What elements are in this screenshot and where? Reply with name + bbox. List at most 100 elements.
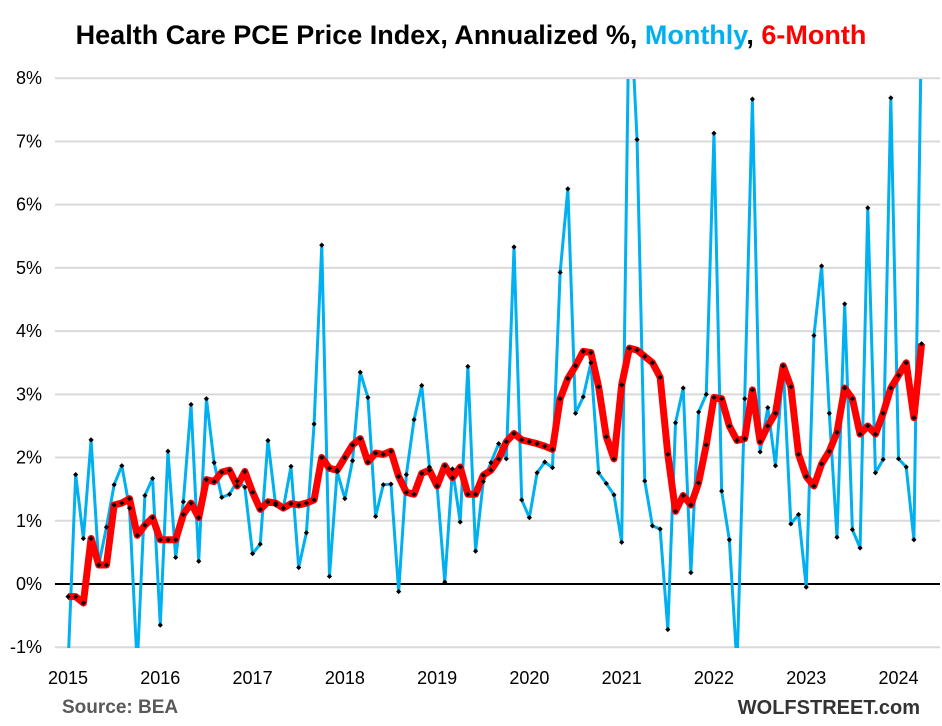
data-point-monthly [457,519,463,525]
series-line-six-month [68,343,926,607]
title-monthly: Monthly [644,20,747,50]
data-point-six-month [580,348,586,354]
data-point-monthly [911,537,917,543]
x-tick-label: 2022 [694,668,734,688]
data-point-six-month [842,385,848,391]
data-point-six-month [111,502,117,508]
data-point-monthly [888,95,894,101]
data-point-monthly [519,497,525,503]
data-point-six-month [319,454,325,461]
data-point-monthly [726,537,732,543]
data-point-six-month [795,451,802,457]
data-point-six-month [119,500,125,506]
data-point-six-month [772,410,779,416]
data-point-monthly [157,622,163,628]
x-axis-labels: 2015 2016 2017 2018 2019 2020 2021 2022 2023 2024 [48,668,919,688]
data-point-monthly [596,470,602,476]
data-point-monthly [795,511,802,518]
data-point-six-month [103,562,110,568]
data-point-monthly [765,405,771,411]
data-point-monthly [388,481,394,487]
data-point-six-month [903,360,909,366]
data-point-monthly [496,441,502,447]
data-point-six-month [365,459,371,465]
data-point-monthly [865,205,871,211]
data-point-six-month [688,502,694,508]
x-tick-label: 2017 [233,668,273,688]
y-tick-label: 3% [16,384,42,404]
data-point-monthly [226,491,233,497]
chart-title: Health Care PCE Price Index, Annualized … [0,20,942,51]
data-point-monthly [80,535,86,542]
data-point-monthly [311,421,317,427]
x-tick-label: 2015 [48,668,88,688]
data-point-six-month [849,396,855,402]
data-point-monthly [88,437,94,443]
data-point-six-month [680,492,686,499]
data-point-six-month [549,446,556,452]
data-point-monthly [772,463,779,469]
data-point-six-month [180,511,186,518]
data-point-six-month [611,456,617,462]
data-point-monthly [126,505,133,511]
data-point-monthly [895,456,902,462]
data-point-monthly [542,459,548,465]
data-point-six-month [526,439,532,445]
data-point-six-month [326,465,333,471]
data-point-six-month [342,454,348,461]
data-point-six-month [726,423,732,429]
data-point-monthly [357,369,363,375]
x-tick-label: 2024 [878,668,918,688]
data-point-six-month [65,594,71,600]
data-point-monthly [619,539,625,545]
data-point-monthly [511,244,517,250]
data-point-six-month [472,491,479,497]
data-point-six-month [872,431,879,437]
data-point-monthly [849,527,855,533]
data-point-monthly [196,558,202,564]
data-point-six-month [434,483,440,489]
data-point-six-month [173,537,179,543]
data-point-six-month [242,468,248,475]
data-point-monthly [488,460,494,466]
data-point-six-month [649,360,656,366]
data-point-six-month [488,467,494,473]
title-six-month: 6-Month [761,20,867,50]
y-tick-label: 0% [16,574,42,594]
data-point-six-month [157,537,163,543]
data-point-six-month [457,464,463,470]
data-point-monthly [411,417,417,423]
data-point-monthly [680,385,686,391]
data-point-monthly [188,401,194,408]
data-point-six-month [672,508,679,514]
data-point-six-month [811,483,817,489]
data-point-monthly [665,626,671,633]
data-point-six-month [742,435,748,442]
data-point-monthly [472,548,479,554]
data-point-six-month [757,439,763,445]
data-point-monthly [265,437,271,444]
series-group [65,79,926,648]
data-point-monthly [565,186,571,192]
data-point-monthly [834,534,840,540]
data-point-six-month [880,410,886,416]
data-point-monthly [303,530,309,536]
data-point-six-month [480,472,486,478]
data-point-six-month [288,501,294,507]
data-point-six-month [357,435,363,442]
data-point-six-month [857,431,863,437]
data-point-six-month [665,451,671,457]
data-point-monthly [257,541,263,547]
data-point-six-month [634,347,640,353]
x-tick-label: 2016 [140,668,180,688]
data-point-monthly [142,492,148,499]
data-point-six-month [819,461,825,467]
data-point-monthly [180,499,186,505]
data-point-six-month [449,475,456,481]
data-point-monthly [811,332,817,339]
data-point-monthly [642,478,648,484]
data-point-monthly [672,420,679,426]
data-point-six-month [734,437,740,444]
data-point-six-month [803,473,809,480]
data-point-monthly [480,478,486,485]
